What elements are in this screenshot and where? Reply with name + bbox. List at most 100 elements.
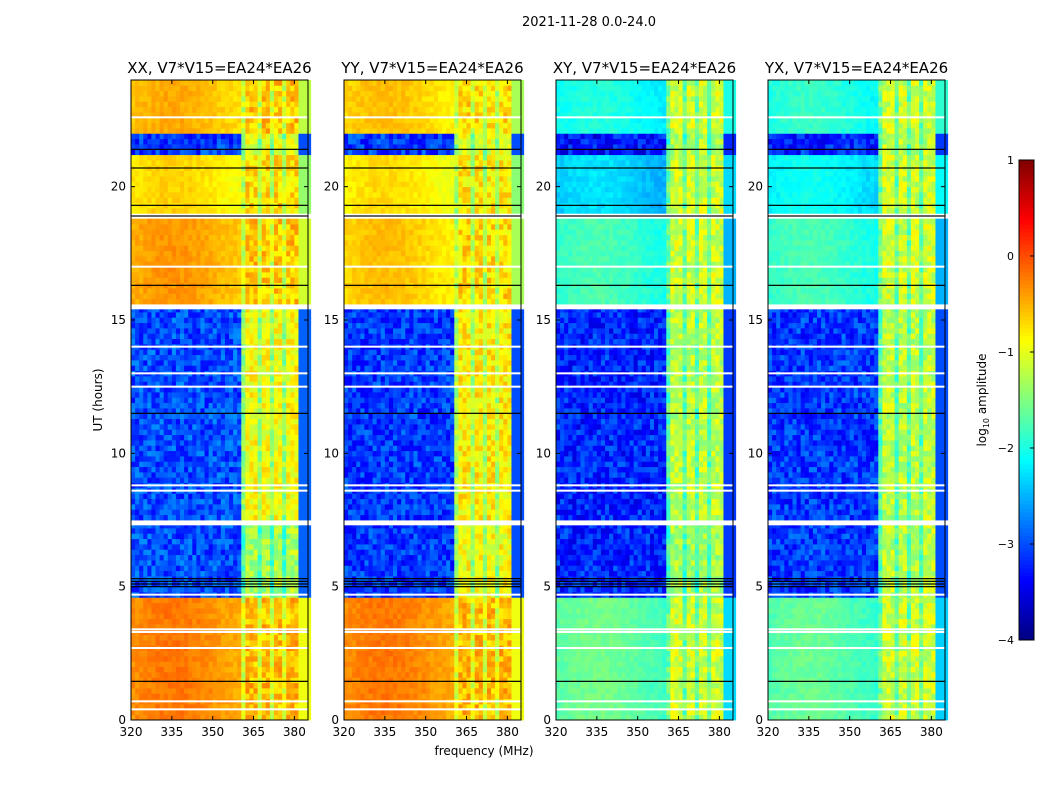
heatmap-cell [159,682,165,689]
heatmap-cell [167,266,173,273]
heatmap-cell [196,354,201,361]
heatmap-cell [245,181,250,188]
heatmap-cell [306,288,312,294]
heatmap-cell [212,181,218,188]
heatmap-cell [151,682,156,689]
heatmap-cell [294,640,299,646]
heatmap-cell [286,392,291,398]
heatmap-cell [237,413,242,420]
heatmap-cell [180,176,185,182]
heatmap-cell [298,549,303,556]
heatmap-cell [298,112,303,118]
heatmap-cell [237,554,242,561]
heatmap-cell [261,240,267,246]
heatmap-cell [175,197,181,204]
heatmap-cell [249,186,254,193]
heatmap-cell [131,293,136,300]
heatmap-cell [212,298,218,305]
heatmap-cell [143,266,148,273]
heatmap-cell [200,277,205,284]
heatmap-cell [294,154,299,161]
heatmap-cell [269,186,275,193]
heatmap-cell [192,570,197,577]
heatmap-cell [253,288,259,294]
heatmap-cell [180,413,185,420]
heatmap-cell [216,554,222,561]
heatmap-cell [290,122,295,129]
heatmap-cell [175,597,181,604]
heatmap-cell [257,133,263,140]
heatmap-cell [294,549,299,556]
heatmap-cell [245,704,250,710]
heatmap-cell [167,261,173,268]
heatmap-cell [286,688,291,694]
heatmap-cell [261,277,267,284]
heatmap-cell [241,349,246,356]
heatmap-cell [302,514,308,521]
heatmap-cell [278,197,283,204]
heatmap-cell [220,509,226,516]
heatmap-cell [196,333,201,340]
heatmap-cell [298,688,303,694]
heatmap-cell [286,682,291,689]
heatmap-cell [208,544,214,550]
heatmap-cell [175,181,181,188]
heatmap-cell [151,504,156,510]
heatmap-cell [229,298,234,305]
heatmap-cell [196,144,201,150]
heatmap-cell [196,312,201,318]
heatmap-cell [269,538,275,545]
heatmap-cell [224,133,230,140]
heatmap-cell [208,376,214,382]
heatmap-cell [261,560,267,566]
heatmap-cell [269,117,275,124]
heatmap-cell [224,138,230,145]
heatmap-cell [273,445,279,452]
heatmap-cell [147,533,152,540]
heatmap-cell [229,192,234,198]
heatmap-cell [282,544,287,550]
heatmap-cell [196,560,201,566]
heatmap-cell [180,538,185,545]
heatmap-cell [298,608,303,614]
heatmap-cell [273,360,279,366]
heatmap-cell [208,106,214,113]
heatmap-cell [233,266,238,273]
heatmap-cell [159,170,165,177]
heatmap-cell [241,666,246,673]
heatmap-cell [294,181,299,188]
heatmap-cell [282,656,287,662]
heatmap-cell [290,117,295,124]
heatmap-cell [208,493,214,500]
heatmap-cell [224,338,230,345]
heatmap-cell [294,176,299,182]
heatmap-cell [249,709,254,716]
heatmap-cell [196,224,201,230]
heatmap-cell [269,418,275,425]
heatmap-cell [196,418,201,425]
heatmap-cell [131,509,136,516]
heatmap-cell [180,186,185,193]
heatmap-cell [212,397,218,404]
heatmap-cell [282,602,287,609]
heatmap-cell [147,322,152,329]
heatmap-cell [131,544,136,550]
heatmap-cell [216,309,222,313]
heatmap-cell [151,309,156,313]
heatmap-cell [286,608,291,614]
heatmap-cell [306,440,312,446]
heatmap-cell [294,602,299,609]
heatmap-cell [151,456,156,462]
heatmap-cell [273,272,279,278]
heatmap-cell [216,672,222,678]
heatmap-cell [163,112,169,118]
heatmap-cell [273,693,279,700]
heatmap-cell [282,354,287,361]
heatmap-cell [286,618,291,625]
heatmap-cell [184,608,189,614]
heatmap-cell [302,272,308,278]
heatmap-cell [208,160,214,166]
heatmap-cell [208,408,214,414]
heatmap-cell [171,208,177,214]
